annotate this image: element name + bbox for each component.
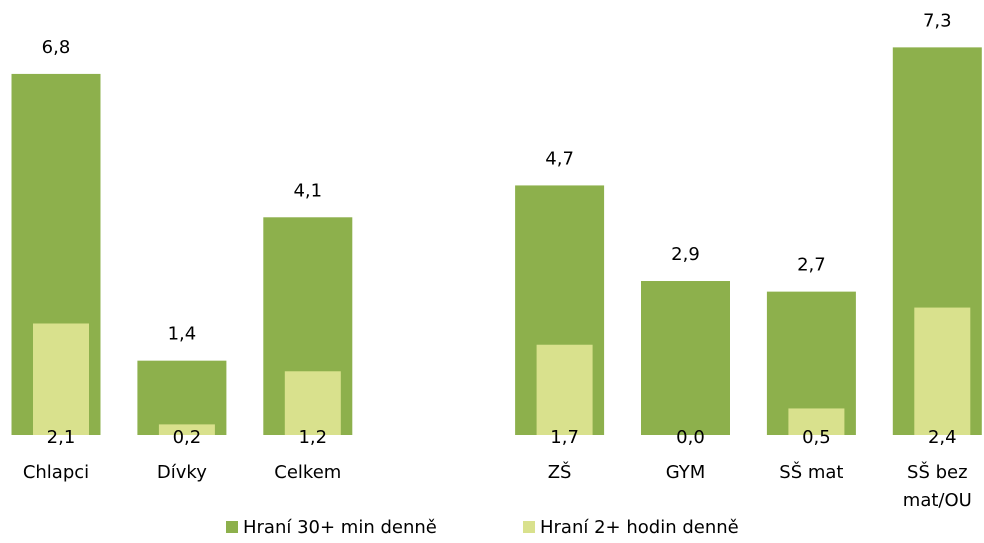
- bar: [641, 281, 730, 435]
- value-label: 1,4: [168, 324, 197, 345]
- x-tick-label: SŠ mat: [779, 462, 844, 483]
- value-label: 0,0: [676, 427, 705, 448]
- value-label: 1,7: [550, 427, 579, 448]
- legend-label: Hraní 30+ min denně: [243, 517, 437, 538]
- value-label: 2,4: [928, 427, 957, 448]
- bar: [158, 424, 215, 435]
- legend-label: Hraní 2+ hodin denně: [540, 517, 739, 538]
- value-label: 4,1: [293, 180, 322, 201]
- value-label: 0,2: [173, 427, 202, 448]
- x-tick-label: GYM: [665, 462, 706, 483]
- legend-swatch: [226, 521, 238, 533]
- bar: [284, 371, 341, 435]
- value-label: 6,8: [42, 37, 71, 58]
- x-tick-label: Dívky: [156, 462, 207, 483]
- bar: [536, 344, 593, 435]
- x-tick-label: SŠ bez mat/OU: [902, 462, 972, 511]
- x-tick-label: Chlapci: [22, 462, 90, 483]
- value-label: 2,9: [671, 244, 700, 265]
- value-label: 7,3: [923, 10, 952, 31]
- value-label: 1,2: [298, 427, 327, 448]
- bar: [33, 323, 89, 435]
- x-tick-label: ZŠ: [547, 462, 572, 483]
- value-label: 2,1: [47, 427, 76, 448]
- legend-swatch: [523, 521, 535, 533]
- bar: [137, 360, 227, 435]
- value-label: 2,7: [797, 255, 826, 276]
- value-label: 0,5: [802, 427, 831, 448]
- x-tick-label: Celkem: [274, 462, 342, 483]
- bar: [914, 307, 971, 435]
- bar: [788, 408, 845, 435]
- value-label: 4,7: [545, 148, 574, 169]
